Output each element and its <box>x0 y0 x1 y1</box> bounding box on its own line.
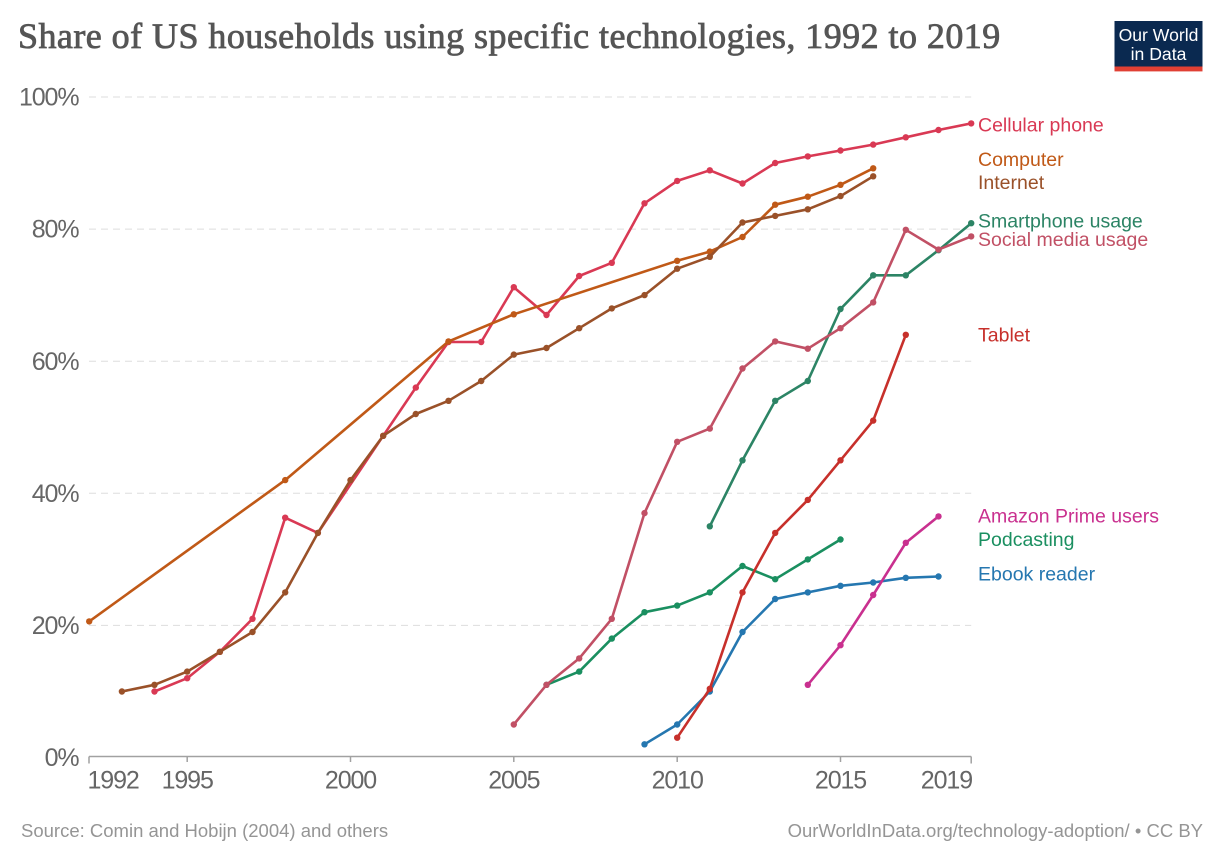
svg-text:Social media usage: Social media usage <box>978 229 1148 251</box>
svg-text:Ebook reader: Ebook reader <box>978 564 1096 586</box>
svg-text:2010: 2010 <box>652 767 703 795</box>
svg-text:Cellular phone: Cellular phone <box>978 114 1104 136</box>
svg-text:Share of US households using s: Share of US households using specific te… <box>18 16 1001 56</box>
svg-text:Tablet: Tablet <box>978 325 1031 347</box>
svg-text:OurWorldInData.org/technology-: OurWorldInData.org/technology-adoption/ … <box>788 820 1203 841</box>
svg-text:100%: 100% <box>19 84 79 112</box>
svg-text:60%: 60% <box>32 348 80 376</box>
svg-text:80%: 80% <box>32 216 80 244</box>
svg-text:Internet: Internet <box>978 172 1045 194</box>
svg-text:Our World: Our World <box>1119 25 1199 45</box>
svg-text:2019: 2019 <box>921 767 972 795</box>
svg-text:2015: 2015 <box>815 767 866 795</box>
svg-text:0%: 0% <box>45 744 80 772</box>
svg-text:2000: 2000 <box>325 767 376 795</box>
svg-text:Amazon Prime users: Amazon Prime users <box>978 506 1159 528</box>
svg-text:Podcasting: Podcasting <box>978 529 1074 551</box>
svg-text:1992: 1992 <box>88 767 139 795</box>
svg-text:in Data: in Data <box>1131 44 1187 64</box>
svg-text:2005: 2005 <box>488 767 539 795</box>
svg-text:Computer: Computer <box>978 149 1064 171</box>
svg-text:1995: 1995 <box>162 767 213 795</box>
svg-text:Source: Comin and Hobijn (2004: Source: Comin and Hobijn (2004) and othe… <box>21 820 388 841</box>
svg-text:20%: 20% <box>32 612 80 640</box>
svg-text:40%: 40% <box>32 480 80 508</box>
svg-text:Smartphone usage: Smartphone usage <box>978 210 1143 232</box>
